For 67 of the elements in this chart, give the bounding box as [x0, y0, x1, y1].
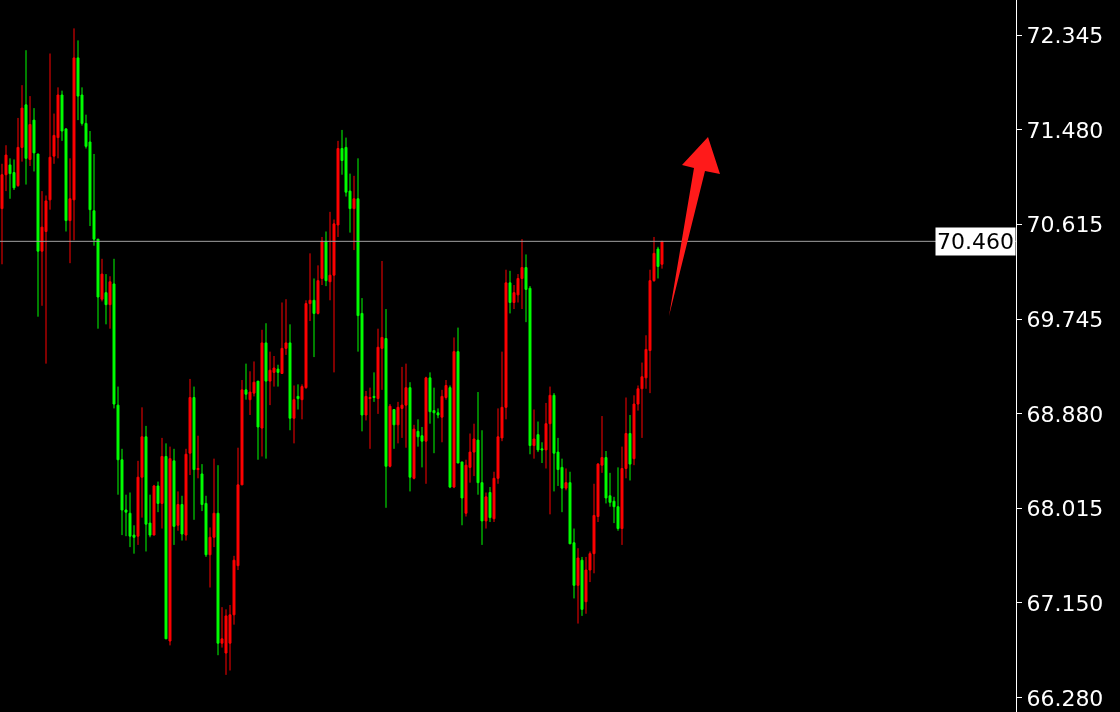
candlestick	[408, 381, 412, 492]
candlestick	[216, 464, 220, 656]
candlestick	[260, 329, 264, 457]
candlestick	[152, 484, 156, 536]
candlestick	[616, 466, 620, 532]
candlestick	[576, 547, 580, 625]
y-tick-label: 72.345	[1026, 23, 1104, 49]
candlestick	[484, 492, 488, 530]
candlestick	[192, 386, 196, 521]
candlestick	[312, 277, 316, 358]
y-tick-label: 68.015	[1026, 496, 1104, 522]
y-tick-label: 66.280	[1026, 685, 1104, 711]
candlestick	[104, 273, 108, 325]
candlestick	[324, 231, 328, 287]
candlestick	[388, 403, 392, 468]
y-tick-label: 68.880	[1026, 401, 1104, 427]
candlestick	[372, 371, 376, 403]
candlestick	[164, 442, 168, 640]
candlestick	[28, 95, 32, 167]
candlestick	[288, 323, 292, 431]
candlestick	[564, 467, 568, 491]
candlestick	[532, 409, 536, 460]
candlestick	[108, 275, 112, 330]
candlestick	[172, 448, 176, 546]
candlestick	[156, 481, 160, 513]
candlestick	[508, 270, 512, 314]
candlestick	[24, 49, 28, 186]
y-tick-label: 70.615	[1026, 212, 1104, 238]
candlestick	[168, 446, 172, 646]
candlestick	[352, 175, 356, 251]
ref-line-label: 70.460	[937, 229, 1014, 254]
candlestick	[404, 363, 408, 449]
y-tick-label: 67.150	[1026, 590, 1104, 616]
y-tick-label: 69.745	[1026, 307, 1104, 333]
candlestick	[424, 376, 428, 485]
candlestick	[244, 363, 248, 401]
candlestick	[368, 387, 372, 450]
candlestick	[256, 380, 260, 461]
candlestick	[196, 435, 200, 479]
y-tick-label: 71.480	[1026, 117, 1104, 143]
candlestick	[548, 386, 552, 515]
candlestick	[552, 392, 556, 492]
candlestick	[292, 384, 296, 444]
candlestick	[180, 495, 184, 542]
candlestick	[276, 364, 280, 388]
candlestick	[448, 384, 452, 489]
candlestick	[488, 486, 492, 523]
candlestick	[384, 308, 388, 509]
candlestick	[264, 322, 268, 460]
candlestick	[296, 383, 300, 411]
candlestick	[660, 240, 664, 270]
candlestick	[280, 301, 284, 374]
candlestick	[520, 238, 524, 310]
candlestick	[628, 414, 632, 481]
candlestick	[268, 351, 272, 406]
candlestick	[224, 608, 228, 676]
candlestick	[100, 258, 104, 302]
candlestick	[176, 490, 180, 532]
candlestick	[656, 246, 660, 279]
candlestick	[452, 336, 456, 489]
candlestick	[580, 556, 584, 617]
candlestick	[144, 425, 148, 552]
candlestick	[604, 450, 608, 504]
candlestick	[412, 424, 416, 480]
candlestick	[160, 437, 164, 530]
candlestick	[392, 409, 396, 450]
candlestick	[8, 157, 12, 200]
